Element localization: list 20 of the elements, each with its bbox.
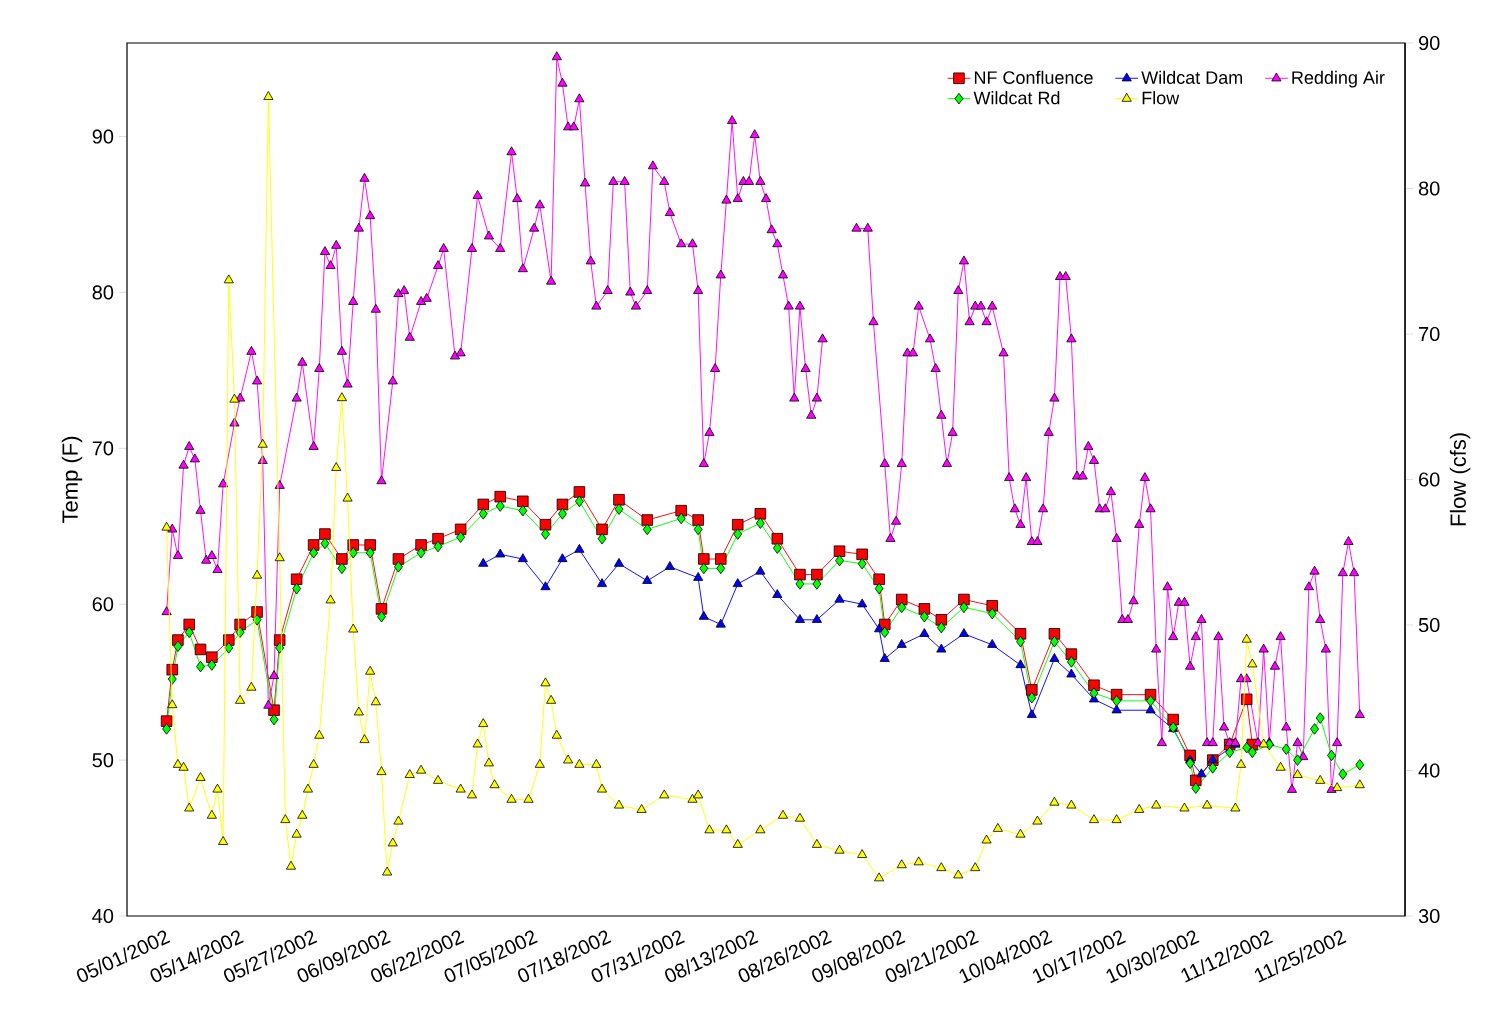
y-tick-label: 40 — [92, 908, 114, 924]
y-tick-label: 50 — [92, 753, 114, 768]
y2-tick-label: 60 — [1419, 472, 1440, 487]
y-tick-label: 60 — [92, 597, 114, 612]
legend-label: Flow — [1142, 91, 1180, 105]
legend-label: Redding Air — [1292, 70, 1385, 88]
y2-axis-title: Flow (cfs) — [1449, 433, 1471, 526]
y2-tick-label: 30 — [1418, 908, 1440, 924]
y2-tick-label: 50 — [1418, 617, 1440, 633]
legend-label: NF Confluence — [974, 70, 1093, 84]
y-axis-title: Temp (F) — [61, 436, 83, 523]
y-tick-label: 70 — [92, 441, 114, 456]
legend-label: Wildcat Rd — [973, 91, 1060, 105]
y2-tick-label: 90 — [1419, 35, 1440, 51]
y-tick-label: 80 — [92, 285, 114, 300]
y2-tick-label: 80 — [1418, 181, 1440, 196]
y-tick-label: 90 — [92, 129, 114, 144]
y2-tick-label: 70 — [1419, 326, 1440, 342]
legend-label: Wildcat Dam — [1141, 70, 1243, 84]
y2-tick-label: 40 — [1418, 763, 1440, 778]
